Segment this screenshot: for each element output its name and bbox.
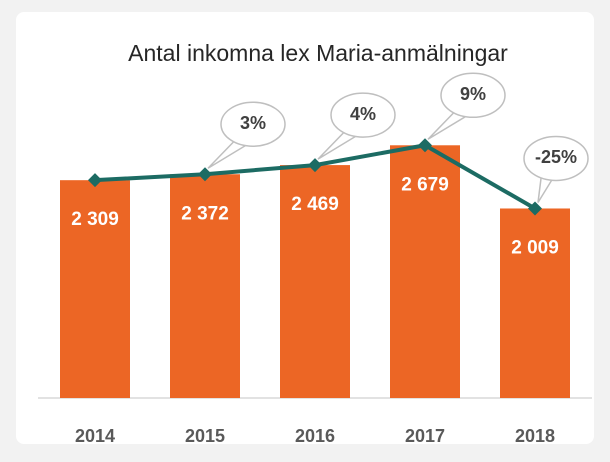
bar: [170, 174, 240, 398]
callout-seam: [542, 170, 554, 178]
line-marker: [88, 173, 102, 188]
callout-bubble: [523, 135, 589, 182]
callout-seam: [459, 106, 471, 115]
callout-bubble: [220, 101, 286, 147]
line-marker: [198, 167, 212, 182]
x-tick-label: 2015: [185, 426, 225, 446]
x-tick-label: 2018: [515, 426, 555, 446]
callout-bubble: [330, 92, 396, 138]
bar-value-label: 2 009: [511, 237, 559, 258]
chart-title: Antal inkomna lex Maria-anmälningar: [128, 40, 508, 66]
callout-label: 9%: [460, 84, 486, 104]
x-tick-label: 2016: [295, 426, 335, 446]
bar: [280, 165, 350, 398]
x-tick-label: 2014: [75, 426, 115, 446]
callout-label: 4%: [350, 104, 376, 124]
callout-seam: [239, 135, 251, 144]
callout-label: -25%: [535, 147, 577, 167]
callout-label: 3%: [240, 113, 266, 133]
bar: [390, 145, 460, 398]
bar-value-label: 2 679: [401, 174, 449, 195]
line-marker: [418, 138, 432, 153]
x-tick-label: 2017: [405, 426, 445, 446]
bar: [60, 180, 130, 398]
bar: [500, 208, 570, 398]
bar-value-label: 2 372: [181, 203, 229, 224]
callout-bubble: [440, 72, 506, 119]
callout-seam: [349, 126, 361, 135]
bar-value-label: 2 469: [291, 194, 339, 215]
line-marker: [308, 158, 322, 173]
line-marker: [528, 201, 542, 216]
bar-value-label: 2 309: [71, 209, 119, 230]
